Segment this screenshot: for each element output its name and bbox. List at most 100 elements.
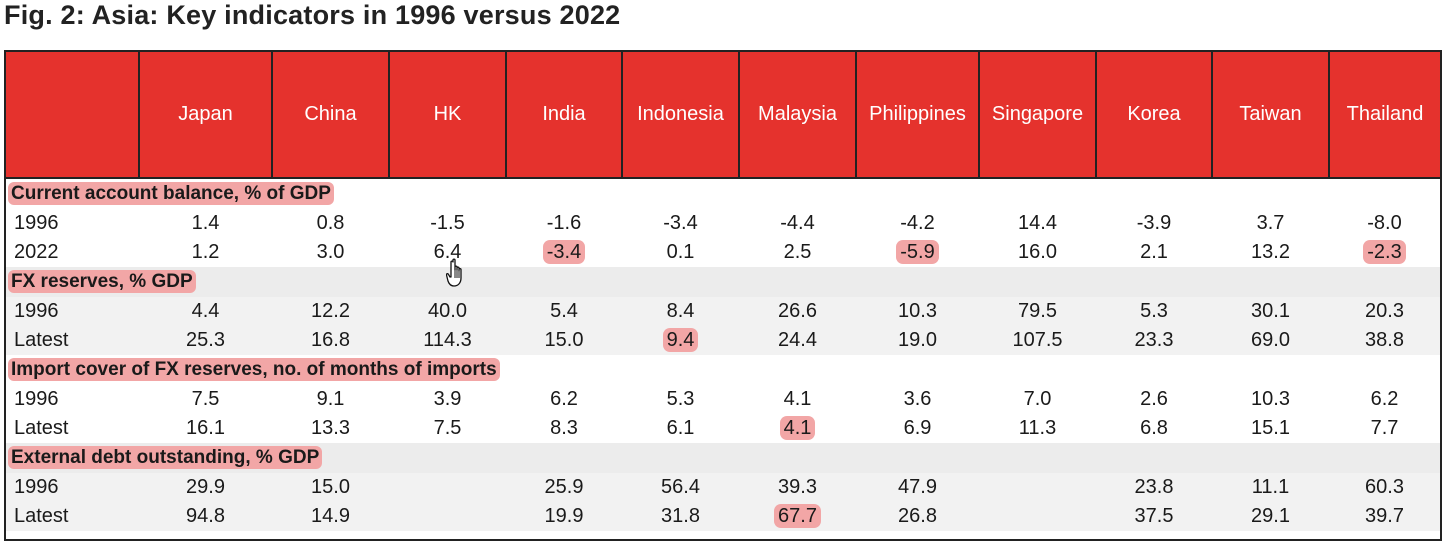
cell-japan: 4.4 [139, 297, 272, 326]
cell-value: 23.3 [1134, 329, 1174, 351]
cell-value: 60.3 [1365, 476, 1404, 498]
cell-malaysia: 39.3 [739, 473, 856, 502]
cell-value: 9.1 [316, 388, 345, 410]
cell-value: 30.1 [1251, 300, 1290, 322]
cell-value: 39.3 [778, 476, 817, 498]
cell-value: 31.8 [661, 505, 700, 527]
cell-malaysia: 4.1 [739, 385, 856, 414]
cell-value: 16.8 [311, 329, 350, 351]
cell-hk: 40.0 [389, 297, 506, 326]
cell-india: 19.9 [506, 502, 622, 531]
cell-value: 10.3 [898, 300, 937, 322]
column-header-taiwan: Taiwan [1211, 52, 1329, 179]
cell-value: 107.5 [1012, 329, 1063, 351]
cell-malaysia: -4.4 [739, 209, 856, 238]
cell-value: -3.9 [1136, 212, 1172, 234]
cell-singapore: 14.4 [979, 209, 1096, 238]
cell-value: 2.1 [1140, 241, 1168, 263]
cell-value: -3.4 [663, 212, 698, 234]
cell-india: -1.6 [506, 209, 622, 238]
cell-philippines: 19.0 [856, 326, 979, 355]
cell-value: 6.2 [550, 388, 578, 410]
cell-value: -4.2 [900, 212, 935, 234]
cell-value: 8.4 [666, 300, 695, 322]
cell-value: 79.5 [1018, 300, 1057, 322]
section-label: FX reserves, % GDP [8, 270, 196, 293]
cell-malaysia: 4.1 [739, 414, 856, 443]
row-label: 2022 [14, 241, 59, 263]
cell-value: 7.0 [1023, 388, 1052, 410]
cell-value: 69.0 [1251, 329, 1290, 351]
cell-korea: 23.8 [1096, 473, 1212, 502]
cell-value: 7.7 [1370, 417, 1399, 439]
cell-value: 4.4 [191, 300, 220, 322]
cell-thailand: 39.7 [1329, 502, 1440, 531]
cell-indonesia: 9.4 [622, 326, 739, 355]
cell-korea: 23.3 [1096, 326, 1212, 355]
cell-value: 11.1 [1251, 476, 1290, 498]
table-row: 1996 29.9 15.0 25.9 56.4 39.3 47.9 23.8 11.1 60.3 [6, 473, 1440, 502]
cell-indonesia: 6.1 [622, 414, 739, 443]
table-row: 1996 1.4 0.8 -1.5 -1.6 -3.4 -4.4 -4.2 14.4 -3.9 3.… [6, 209, 1440, 238]
cell-thailand: -8.0 [1329, 209, 1440, 238]
cell-hk [389, 473, 506, 502]
cell-korea: 5.3 [1096, 297, 1212, 326]
table-row: 1996 7.5 9.1 3.9 6.2 5.3 4.1 3.6 7.0 2.6 10.3 6.2 [6, 385, 1440, 414]
cell-korea: 6.8 [1096, 414, 1212, 443]
cell-value: 26.6 [778, 300, 817, 322]
cell-singapore [979, 502, 1096, 531]
cell-value: 67.7 [774, 504, 821, 528]
cell-value: 23.8 [1134, 476, 1174, 498]
cell-value: 12.2 [311, 300, 350, 322]
cell-china: 0.8 [272, 209, 389, 238]
cell-china: 9.1 [272, 385, 389, 414]
cell-value: 39.7 [1365, 505, 1404, 527]
cell-value: 6.2 [1370, 388, 1399, 410]
cell-hk: 3.9 [389, 385, 506, 414]
cell-indonesia: 0.1 [622, 238, 739, 267]
cell-indonesia: -3.4 [622, 209, 739, 238]
cell-value: 26.8 [898, 505, 937, 527]
column-header-china: China [271, 52, 389, 179]
cell-indonesia: 56.4 [622, 473, 739, 502]
row-label: Latest [6, 326, 139, 355]
column-header-philippines: Philippines [855, 52, 979, 179]
cell-singapore: 107.5 [979, 326, 1096, 355]
cell-value: 1.4 [191, 212, 220, 234]
cell-value: 2.5 [783, 241, 812, 263]
cell-korea: 2.1 [1096, 238, 1212, 267]
cell-thailand: -2.3 [1329, 238, 1440, 267]
section-header-row: Current account balance, % of GDP [6, 178, 1440, 209]
row-label: Latest [6, 502, 139, 531]
cell-malaysia: 26.6 [739, 297, 856, 326]
table-row: 1996 4.4 12.2 40.0 5.4 8.4 26.6 10.3 79.5 5.3 30.1… [6, 297, 1440, 326]
cell-value: 5.3 [666, 388, 695, 410]
section-header-cell: External debt outstanding, % GDP [6, 443, 1440, 473]
cell-china: 15.0 [272, 473, 389, 502]
cell-value: 5.4 [550, 300, 578, 322]
cell-hk [389, 502, 506, 531]
cell-value: 47.9 [898, 476, 937, 498]
cell-value: 16.1 [186, 417, 225, 439]
cell-philippines: -5.9 [856, 238, 979, 267]
cell-value: 8.3 [550, 417, 578, 439]
cell-taiwan: 13.2 [1212, 238, 1329, 267]
cell-value: 38.8 [1365, 329, 1404, 351]
cell-value: 37.5 [1134, 505, 1174, 527]
cell-value: 4.1 [779, 416, 816, 440]
cell-korea: -3.9 [1096, 209, 1212, 238]
section-header-cell: Import cover of FX reserves, no. of mont… [6, 355, 1440, 385]
column-header-thailand: Thailand [1328, 52, 1440, 179]
cell-hk: 7.5 [389, 414, 506, 443]
cell-value: 14.4 [1018, 212, 1057, 234]
table-row: Latest 25.3 16.8 114.3 15.0 9.4 24.4 19.0 107.5 2… [6, 326, 1440, 355]
cell-taiwan: 30.1 [1212, 297, 1329, 326]
cell-value: 3.9 [433, 388, 462, 410]
cell-value: 13.2 [1251, 241, 1290, 263]
cell-india: 15.0 [506, 326, 622, 355]
cell-value: 5.3 [1140, 300, 1168, 322]
cell-value: 25.3 [186, 329, 225, 351]
cell-value: 7.5 [191, 388, 220, 410]
hand-pointer-icon [446, 258, 462, 287]
cell-thailand: 60.3 [1329, 473, 1440, 502]
